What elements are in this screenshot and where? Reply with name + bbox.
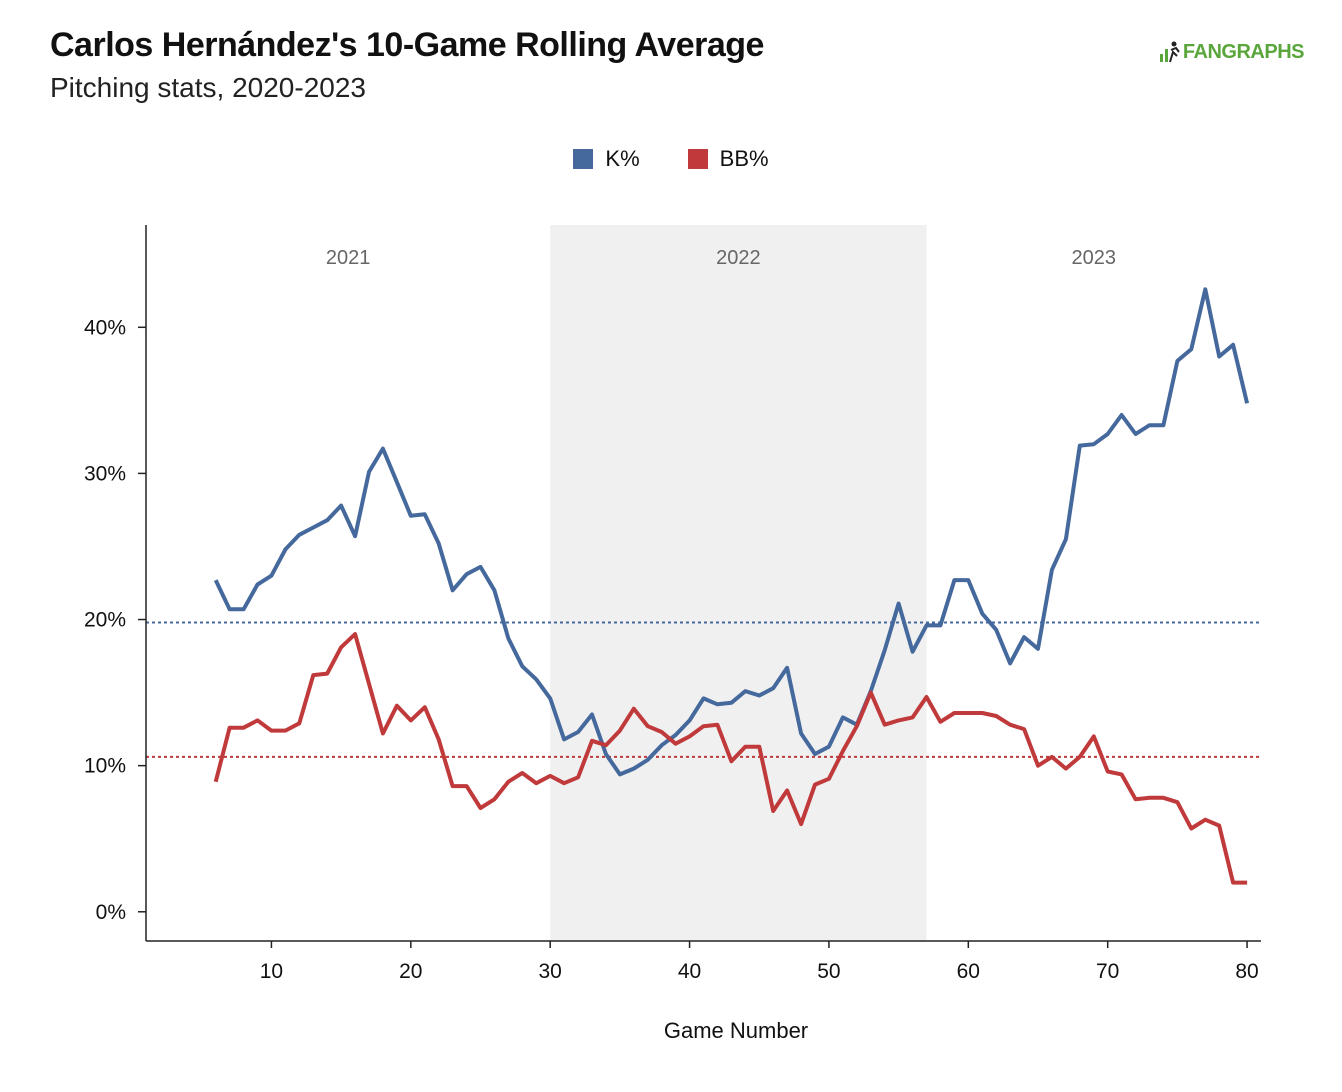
legend-item-k: K% xyxy=(573,146,640,172)
x-tick-label: 20 xyxy=(399,960,422,983)
logo-mark-icon xyxy=(1159,41,1180,63)
y-tick-label: 10% xyxy=(84,755,126,778)
logo-text: FANGRAPHS xyxy=(1182,40,1305,63)
x-tick-label: 80 xyxy=(1235,960,1258,983)
legend-label-bb: BB% xyxy=(719,146,769,171)
chart-title: Carlos Hernández's 10-Game Rolling Avera… xyxy=(50,26,764,64)
fangraphs-logo: FANGRAPHS xyxy=(1159,40,1305,64)
legend-item-bb: BB% xyxy=(687,146,769,172)
y-tick-label: 30% xyxy=(84,462,126,485)
y-tick-label: 20% xyxy=(84,609,126,632)
x-tick-label: 10 xyxy=(260,960,283,983)
y-tick-label: 0% xyxy=(96,901,126,924)
x-tick-label: 40 xyxy=(678,960,701,983)
x-tick-label: 50 xyxy=(817,960,840,983)
series-line-bb xyxy=(213,632,1248,885)
x-tick-label: 70 xyxy=(1096,960,1119,983)
season-band-2022 xyxy=(550,225,927,941)
season-label-2022: 2022 xyxy=(716,247,761,269)
legend-label-k: K% xyxy=(605,146,640,171)
x-tick-label: 60 xyxy=(957,960,980,983)
series-line-k xyxy=(213,287,1250,777)
legend-swatch-bb xyxy=(687,149,708,169)
season-label-2023: 2023 xyxy=(1072,247,1117,269)
y-tick-label: 40% xyxy=(84,316,126,339)
chart-legend: K% BB% xyxy=(0,146,1342,172)
legend-swatch-k xyxy=(573,149,594,169)
x-axis-label: Game Number xyxy=(664,1018,808,1043)
chart-subtitle: Pitching stats, 2020-2023 xyxy=(50,72,366,103)
season-label-2021: 2021 xyxy=(326,247,371,269)
x-tick-label: 30 xyxy=(539,960,562,983)
